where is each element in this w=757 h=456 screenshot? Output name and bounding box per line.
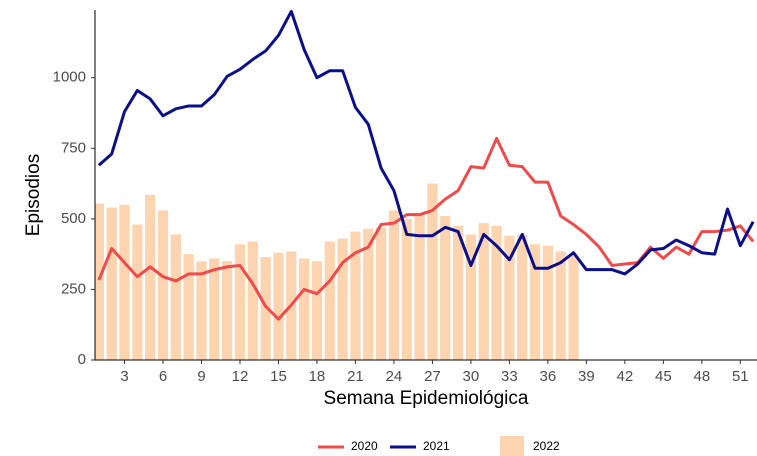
x-tick-label: 42 (617, 368, 634, 385)
bar (414, 213, 425, 360)
bar (234, 244, 246, 360)
legend-swatch (500, 436, 524, 456)
x-tick-label: 24 (386, 368, 403, 385)
bar (363, 228, 374, 360)
x-tick-label: 21 (347, 368, 364, 385)
bar (350, 231, 361, 360)
bar (504, 235, 515, 360)
bar (401, 218, 412, 360)
bar (529, 244, 541, 360)
bar (375, 227, 387, 360)
y-tick-label: 500 (61, 210, 86, 227)
x-tick-label: 39 (578, 368, 595, 385)
x-tick-label: 45 (655, 368, 672, 385)
bar (106, 207, 117, 360)
bar (542, 245, 554, 360)
bar (145, 194, 156, 360)
y-tick-label: 0 (78, 351, 86, 368)
legend-label: 2022 (533, 439, 560, 453)
bar (311, 261, 323, 360)
bar (298, 258, 310, 360)
bar (427, 183, 438, 360)
bar (157, 210, 169, 360)
x-tick-label: 6 (159, 368, 167, 385)
x-axis-title: Semana Epidemiológica (324, 388, 529, 409)
line (97, 9, 755, 276)
bar (183, 254, 194, 360)
y-axis-title: Episodios (23, 154, 44, 236)
y-tick-label: 1000 (53, 69, 86, 86)
legend-label: 2021 (423, 439, 450, 453)
bar (222, 261, 233, 360)
y-tick-label: 250 (61, 280, 86, 297)
x-tick-label: 30 (463, 368, 480, 385)
bar (95, 203, 104, 360)
x-tick-label: 51 (732, 368, 749, 385)
bar (132, 224, 143, 360)
bar (324, 241, 335, 360)
x-tick-label: 36 (540, 368, 557, 385)
x-tick-label: 27 (424, 368, 441, 385)
bar (478, 223, 489, 360)
bar (196, 261, 207, 360)
bar (388, 210, 400, 360)
x-tick-label: 48 (693, 368, 710, 385)
bar (247, 241, 258, 360)
x-tick-label: 18 (309, 368, 326, 385)
bar (452, 225, 464, 360)
x-tick-label: 3 (120, 368, 128, 385)
x-tick-label: 15 (270, 368, 287, 385)
bar (440, 216, 451, 360)
bar (568, 255, 579, 360)
legend-label: 2020 (351, 439, 378, 453)
bar (273, 252, 284, 360)
bar (517, 234, 528, 360)
x-tick-label: 9 (197, 368, 205, 385)
bar (337, 238, 348, 360)
y-tick-label: 750 (61, 139, 86, 156)
bar (260, 256, 271, 360)
line-layer (97, 9, 755, 321)
bar (119, 204, 130, 360)
x-tick-label: 33 (501, 368, 518, 385)
bar (555, 251, 566, 360)
bar (170, 234, 181, 360)
bar (491, 225, 502, 360)
x-tick-label: 12 (232, 368, 249, 385)
bar (209, 258, 220, 360)
bar (465, 234, 477, 360)
